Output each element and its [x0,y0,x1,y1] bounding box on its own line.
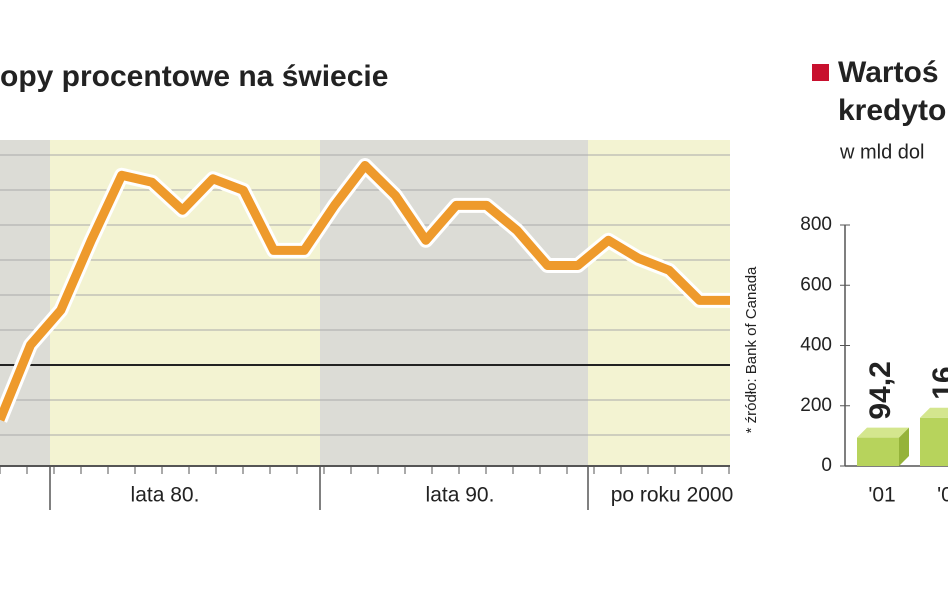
legend-swatch [812,64,829,81]
x-tick-label: lata 80. [131,484,200,507]
line [0,161,730,422]
bar-side [899,427,909,466]
band [50,140,320,465]
value-label: 16 [927,366,948,399]
y-tick-label: 200 [800,395,832,416]
x-tick-label: '01 [868,484,895,507]
chart-title: opy procentowe na świecie [0,60,388,93]
y-tick-label: 400 [800,335,832,356]
x-tick-label: '0 [937,484,948,507]
source: * źródło: Bank of Canada [743,266,760,433]
chart-title: kredyto [838,94,946,127]
x-tick-label: lata 90. [426,484,495,507]
subtitle: w mld dol [839,141,924,163]
value-label: 94,2 [864,361,897,419]
bar-top [920,407,948,418]
bar-top [857,427,909,438]
y-tick-label: 0 [821,455,832,476]
bar [920,417,948,466]
chart-title: Wartoś [838,56,939,89]
grid [0,154,730,436]
band [320,140,588,465]
bar [857,437,899,466]
x-tick-label: po roku 2000 [611,484,734,507]
y-tick-label: 800 [800,214,832,235]
y-tick-label: 600 [800,274,832,295]
